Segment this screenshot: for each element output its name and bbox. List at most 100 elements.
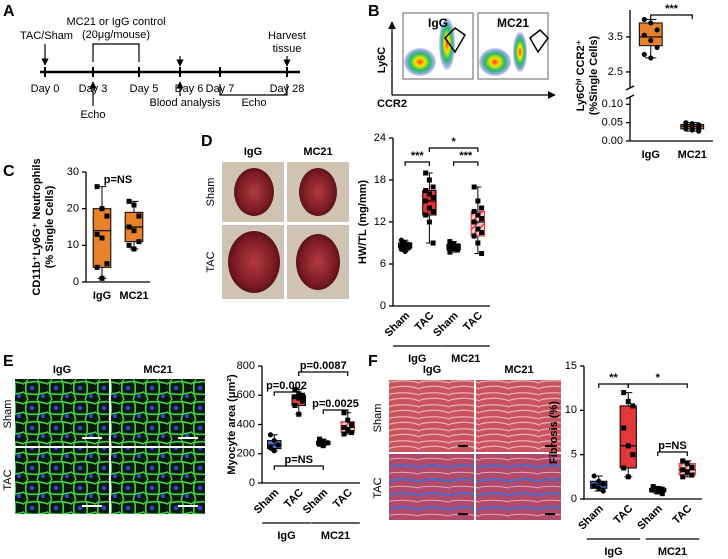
significance-label: p=0.002 [266, 380, 307, 392]
y-tick-label: 3.5 [608, 31, 623, 43]
data-point [430, 240, 436, 246]
data-point [471, 209, 477, 214]
data-point [621, 425, 627, 431]
panel-label: E [3, 353, 14, 370]
whisker [426, 215, 433, 244]
photo-row: TAC [2, 469, 14, 490]
scale-bars [82, 437, 198, 507]
panel-label: C [3, 163, 15, 180]
day-label: Day 0 [31, 83, 60, 95]
scale-bars [458, 445, 555, 515]
timeline-label: Blood analysis [150, 97, 221, 109]
axis-break [625, 85, 635, 91]
data-point [430, 195, 436, 200]
day-label: Day 28 [270, 83, 305, 95]
data-point [126, 198, 132, 204]
timeline: TAC/Sham MC21 or IgG control (20μg/mouse… [20, 16, 306, 121]
data-point [696, 128, 702, 134]
significance-label: *** [459, 150, 473, 162]
y-tick-label: 5 [571, 449, 577, 461]
photo [476, 380, 561, 452]
significance-label: p=NS [104, 174, 132, 186]
data-point [267, 445, 274, 451]
data-point [341, 424, 347, 430]
significance-label: ** [609, 372, 618, 384]
data-point [423, 170, 429, 176]
y-tick-label: 18 [374, 174, 386, 186]
data-point [621, 390, 627, 396]
data-point [451, 246, 457, 252]
data-point [475, 240, 481, 246]
photo [15, 448, 109, 514]
flow-x-label: CCR2 [377, 98, 407, 110]
significance-label: p=0.0087 [300, 360, 347, 372]
whisker [97, 186, 107, 209]
timeline-label: Echo [241, 97, 266, 109]
group-label: IgG [277, 530, 295, 542]
data-point [423, 198, 429, 204]
data-point [398, 237, 404, 243]
y-axis-label: Ly6Cʰⁱ CCR2⁺ [575, 39, 587, 111]
data-point [591, 473, 597, 479]
y-tick-label: 0 [571, 493, 577, 505]
data-point [683, 126, 689, 132]
heart-photos: IgG MC21 Sham TAC [205, 146, 349, 299]
data-point [479, 205, 485, 211]
flow-title: IgG [428, 16, 448, 30]
data-point [650, 484, 656, 490]
significance-label: * [656, 372, 661, 384]
data-point [475, 212, 481, 218]
data-point [316, 436, 322, 442]
photo-row: Sham [205, 178, 217, 207]
y-axis-label: CD11b⁺Ly6G⁺ Neutrophils [31, 158, 43, 295]
x-tick-label: TAC [461, 310, 485, 334]
data-point [630, 403, 636, 409]
data-point [402, 248, 408, 254]
photo [111, 379, 205, 446]
significance-bracket [428, 147, 479, 152]
data-point [596, 478, 602, 484]
data-point [320, 443, 326, 449]
x-tick-label: MC21 [678, 149, 707, 161]
flow-cloud [404, 48, 436, 76]
significance-label: * [451, 136, 456, 148]
group-label: MC21 [451, 353, 480, 365]
data-point [296, 411, 302, 417]
y-tick-label: 0.10 [602, 98, 623, 110]
significance-label: p=NS [658, 440, 686, 452]
flow-plots: Ly6C CCR2 IgG MC21 [376, 12, 556, 110]
y-tick-label: 200 [237, 448, 255, 460]
photo-row: TAC [372, 477, 384, 498]
data-point [648, 37, 654, 44]
photo [389, 454, 474, 520]
timeline-label: Echo [80, 109, 105, 121]
significance-bracket [598, 383, 629, 388]
data-point [471, 233, 477, 239]
data-point [126, 224, 132, 230]
day-label: Day 5 [130, 83, 159, 95]
significance-bracket [322, 409, 349, 414]
data-point [680, 458, 686, 464]
y-axis-label: Myocyte area (μm²) [226, 374, 238, 475]
data-point [648, 20, 654, 26]
photo-column: IgG [244, 146, 262, 158]
significance-label: *** [665, 3, 679, 15]
data-point [271, 448, 277, 454]
data-point [131, 246, 137, 252]
x-tick-label: MC21 [119, 290, 148, 302]
y-tick-label: 20 [67, 203, 79, 215]
y-tick-label: 6 [380, 258, 386, 270]
timeline-label: tissue [273, 43, 302, 55]
data-point [300, 398, 306, 404]
x-tick-label: Sham [301, 487, 331, 517]
axis-break [625, 94, 635, 100]
y-axis-label: Fibrosis (%) [548, 401, 560, 464]
data-point [426, 177, 432, 183]
group-label: MC21 [658, 546, 687, 558]
data-point [324, 440, 330, 446]
data-point [423, 212, 429, 218]
group-label: MC21 [321, 530, 350, 542]
x-tick-label: Sham [635, 503, 665, 533]
data-point [600, 481, 606, 487]
